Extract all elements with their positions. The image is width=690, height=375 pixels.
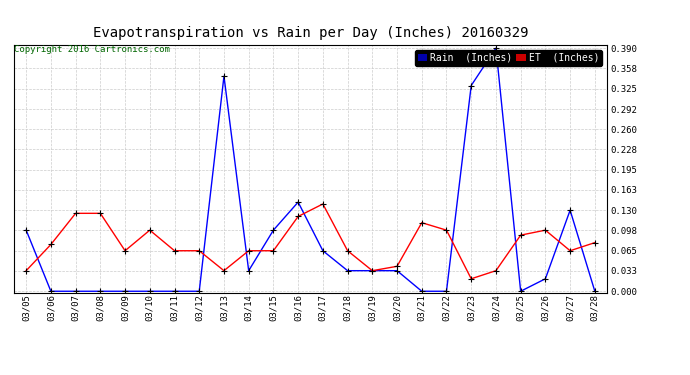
Legend: Rain  (Inches), ET  (Inches): Rain (Inches), ET (Inches) (415, 50, 602, 66)
Text: Copyright 2016 Cartronics.com: Copyright 2016 Cartronics.com (14, 45, 170, 54)
Text: Evapotranspiration vs Rain per Day (Inches) 20160329: Evapotranspiration vs Rain per Day (Inch… (92, 26, 529, 40)
